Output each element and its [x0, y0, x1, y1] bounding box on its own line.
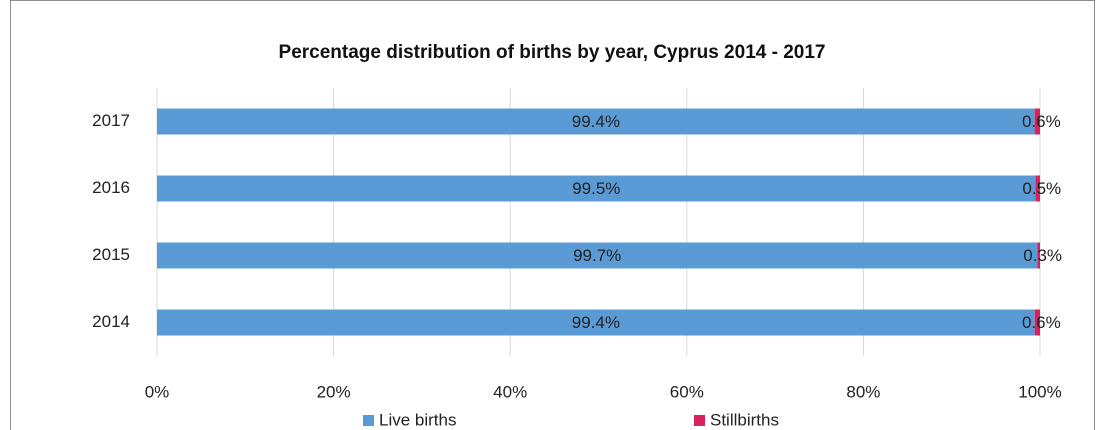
bar-segment	[157, 175, 1036, 202]
y-tick-label: 2017	[92, 111, 130, 130]
data-label: 0.6%	[1022, 313, 1061, 332]
legend-swatch	[694, 415, 705, 426]
y-tick-label: 2015	[92, 245, 130, 264]
legend-label: Live births	[379, 410, 456, 429]
data-label: 99.7%	[573, 246, 621, 265]
data-label: 99.4%	[572, 313, 620, 332]
x-tick-label: 100%	[1018, 382, 1061, 401]
x-tick-label: 20%	[317, 382, 351, 401]
x-tick-label: 80%	[846, 382, 880, 401]
data-label: 0.5%	[1022, 179, 1061, 198]
x-tick-label: 60%	[670, 382, 704, 401]
chart-title: Percentage distribution of births by yea…	[279, 42, 826, 63]
data-label: 99.4%	[572, 112, 620, 131]
data-label: 0.3%	[1023, 246, 1062, 265]
bar-segment	[1037, 242, 1040, 269]
x-tick-label: 0%	[145, 382, 170, 401]
y-tick-label: 2014	[92, 312, 130, 331]
y-tick-label: 2016	[92, 178, 130, 197]
bar-segment	[157, 108, 1035, 135]
bar-segment	[1034, 309, 1040, 336]
bar-segment	[157, 242, 1038, 269]
x-tick-label: 40%	[493, 382, 527, 401]
data-label: 0.6%	[1022, 112, 1061, 131]
data-label: 99.5%	[572, 179, 620, 198]
bar-segment	[157, 309, 1035, 336]
bar-segment	[1034, 108, 1040, 135]
chart-border	[10, 0, 1095, 430]
bar-segment	[1035, 175, 1040, 202]
legend-label: Stillbirths	[710, 410, 779, 429]
legend-swatch	[363, 415, 374, 426]
